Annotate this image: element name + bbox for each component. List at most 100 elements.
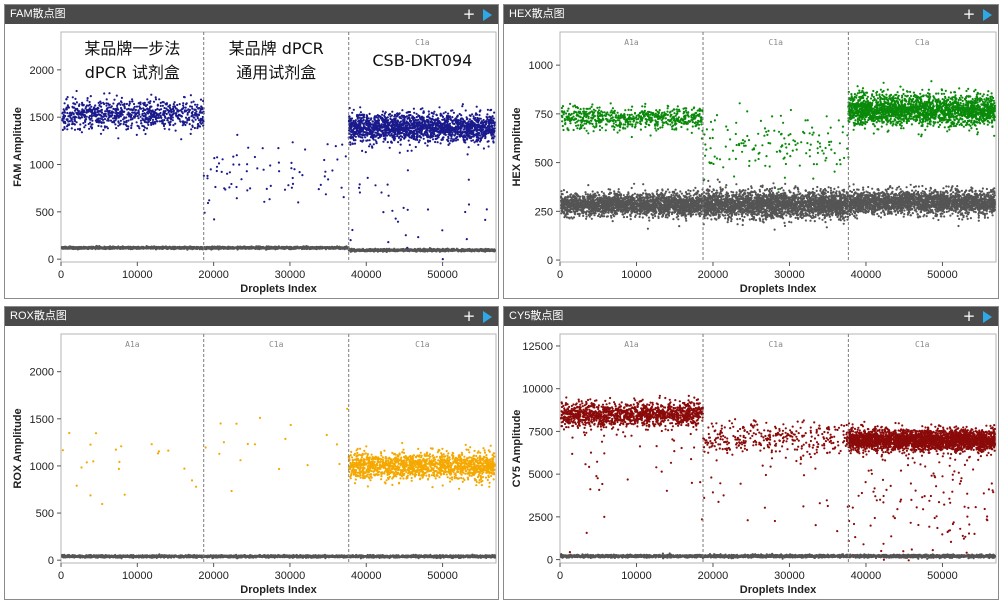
data-point [232,246,235,250]
data-point [193,116,196,119]
data-point [379,115,382,118]
data-point [102,121,105,124]
data-point [475,140,478,143]
fam-play-icon[interactable] [483,9,492,21]
data-point [381,113,384,116]
data-point [365,116,368,119]
data-point [228,171,231,174]
data-point [447,143,450,146]
data-point [406,133,409,136]
data-point [360,129,363,132]
data-point [326,143,329,146]
data-point [436,134,439,137]
data-point [170,111,173,114]
data-point [115,94,118,97]
data-point [217,162,221,165]
data-point [71,96,74,99]
data-point [439,142,442,145]
data-point [262,168,265,171]
data-point [160,108,163,111]
data-point [165,102,168,105]
data-point [154,122,157,125]
fam-panel-title: FAM散点图 [10,7,66,22]
data-point [112,102,115,105]
data-point [133,116,136,119]
data-point [162,101,165,104]
data-point [115,117,118,120]
data-point [112,111,115,114]
data-point [129,108,132,111]
data-point [375,140,378,144]
data-point [100,125,103,128]
data-point [161,122,164,125]
data-point [196,247,199,250]
data-point [61,112,64,115]
data-point [70,112,73,115]
data-point [445,130,448,133]
data-point [168,247,171,250]
data-point [66,111,69,115]
data-point [412,107,415,110]
data-point [415,116,418,119]
data-point [164,116,167,119]
data-point [120,101,123,104]
data-point [119,111,123,114]
data-point [357,120,360,123]
data-point [130,126,133,130]
data-point [163,106,166,110]
data-point [249,247,252,250]
data-point [431,123,434,126]
data-point [368,112,371,115]
data-point [61,128,64,131]
data-point [294,245,297,248]
data-point [353,142,357,145]
data-point [483,125,486,128]
data-point [151,121,154,124]
data-point [397,129,400,132]
data-point [119,115,122,118]
data-point [90,123,93,126]
data-point [391,136,394,139]
data-point [139,115,142,118]
data-point [144,132,147,136]
data-point [189,132,192,135]
data-point [323,246,326,249]
data-point [180,110,183,113]
data-point [80,247,83,250]
data-point [451,120,454,123]
data-point [398,112,401,115]
fam-add-icon[interactable]: + [462,5,476,23]
data-point [371,123,375,126]
data-point [410,136,413,139]
data-point [62,114,65,117]
data-point [200,107,203,110]
data-point [390,132,393,136]
data-point [414,138,417,141]
data-point [276,246,279,249]
data-point [479,140,482,143]
data-point [182,104,185,107]
data-point [129,247,133,250]
data-point [188,118,191,121]
data-point [77,247,80,250]
data-point [262,245,265,249]
data-point [462,138,465,141]
data-point [119,103,122,106]
data-point [368,139,371,142]
data-point [156,104,159,107]
data-point [403,121,407,124]
data-point [428,113,431,116]
data-point [410,131,413,134]
data-point [336,158,339,161]
data-point [475,105,478,108]
data-point [171,116,174,119]
data-point [389,130,392,133]
data-point [358,131,361,134]
data-point [125,102,128,106]
data-point [206,177,209,180]
data-point [198,111,201,114]
data-point [291,176,294,180]
data-point [447,112,450,115]
data-point [189,105,192,108]
data-point [420,127,423,131]
